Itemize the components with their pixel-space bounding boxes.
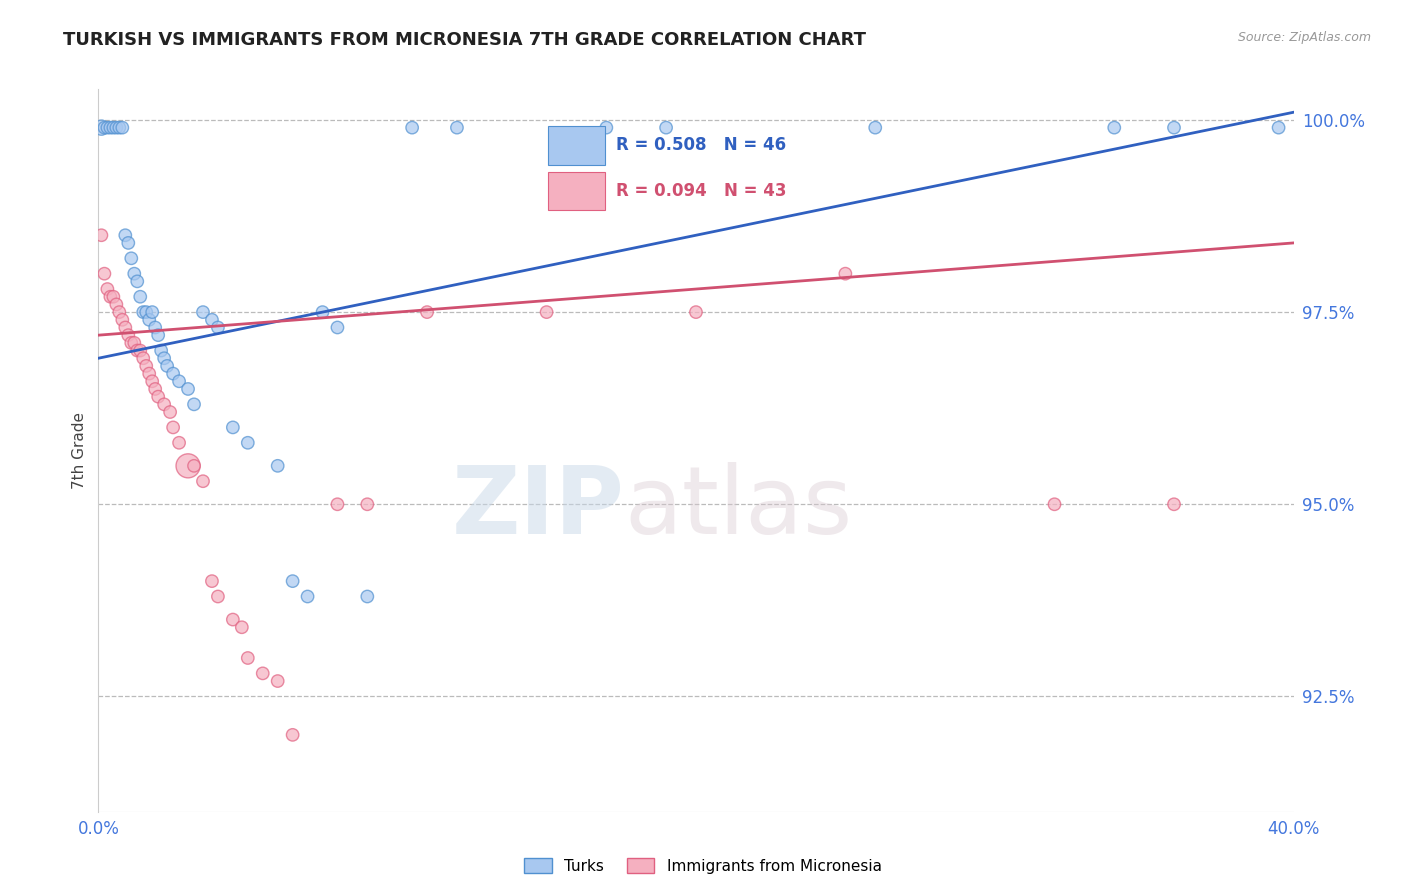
- Point: [183, 397, 205, 411]
- Point: [207, 590, 229, 604]
- Point: [655, 120, 678, 135]
- Point: [191, 474, 214, 488]
- Point: [201, 313, 224, 327]
- Point: [191, 305, 214, 319]
- Point: [834, 267, 856, 281]
- Point: [1104, 120, 1126, 135]
- Point: [93, 267, 115, 281]
- Point: [222, 420, 245, 434]
- Point: [103, 120, 125, 135]
- Point: [297, 590, 319, 604]
- Point: [162, 367, 184, 381]
- Point: [124, 335, 146, 350]
- Point: [1163, 497, 1185, 511]
- Point: [207, 320, 229, 334]
- Point: [132, 305, 155, 319]
- Point: [132, 351, 155, 366]
- Point: [108, 305, 131, 319]
- Point: [114, 320, 136, 334]
- Point: [138, 313, 160, 327]
- Point: [96, 282, 118, 296]
- Point: [356, 590, 378, 604]
- Point: [167, 435, 190, 450]
- Point: [153, 351, 176, 366]
- Point: [536, 305, 558, 319]
- Point: [90, 120, 112, 135]
- Point: [98, 120, 122, 135]
- Point: [401, 120, 423, 135]
- Point: [162, 420, 184, 434]
- Point: [120, 335, 142, 350]
- Point: [1043, 497, 1066, 511]
- Point: [138, 367, 160, 381]
- Point: [326, 320, 349, 334]
- Point: [117, 328, 139, 343]
- Point: [141, 374, 163, 388]
- Point: [150, 343, 173, 358]
- Text: atlas: atlas: [624, 462, 852, 554]
- Point: [326, 497, 349, 511]
- Point: [311, 305, 333, 319]
- Point: [141, 305, 163, 319]
- Point: [281, 728, 304, 742]
- Legend: Turks, Immigrants from Micronesia: Turks, Immigrants from Micronesia: [519, 852, 887, 880]
- Point: [129, 290, 152, 304]
- Point: [281, 574, 304, 588]
- Point: [267, 458, 290, 473]
- Point: [177, 382, 200, 396]
- Point: [103, 290, 125, 304]
- Point: [865, 120, 887, 135]
- Y-axis label: 7th Grade: 7th Grade: [72, 412, 87, 489]
- Point: [108, 120, 131, 135]
- Point: [446, 120, 468, 135]
- Point: [156, 359, 179, 373]
- Point: [416, 305, 439, 319]
- Point: [595, 120, 617, 135]
- Point: [1163, 120, 1185, 135]
- Point: [236, 651, 259, 665]
- Point: [124, 267, 146, 281]
- Point: [105, 297, 128, 311]
- Text: ZIP: ZIP: [451, 462, 624, 554]
- Point: [93, 120, 115, 135]
- Point: [114, 228, 136, 243]
- Point: [222, 613, 245, 627]
- Point: [111, 313, 134, 327]
- Point: [129, 343, 152, 358]
- Point: [105, 120, 128, 135]
- Point: [159, 405, 181, 419]
- Point: [201, 574, 224, 588]
- Point: [135, 359, 157, 373]
- Point: [167, 374, 190, 388]
- Point: [127, 274, 149, 288]
- Point: [252, 666, 274, 681]
- Point: [1267, 120, 1289, 135]
- Point: [183, 458, 205, 473]
- Point: [356, 497, 378, 511]
- Point: [143, 382, 166, 396]
- Point: [685, 305, 707, 319]
- Point: [148, 328, 170, 343]
- Text: Source: ZipAtlas.com: Source: ZipAtlas.com: [1237, 31, 1371, 45]
- Point: [267, 674, 290, 689]
- Point: [120, 252, 142, 266]
- Point: [135, 305, 157, 319]
- Point: [153, 397, 176, 411]
- Text: TURKISH VS IMMIGRANTS FROM MICRONESIA 7TH GRADE CORRELATION CHART: TURKISH VS IMMIGRANTS FROM MICRONESIA 7T…: [63, 31, 866, 49]
- Point: [143, 320, 166, 334]
- Point: [98, 290, 122, 304]
- Point: [96, 120, 118, 135]
- Point: [111, 120, 134, 135]
- Point: [177, 458, 200, 473]
- Point: [117, 235, 139, 250]
- Point: [236, 435, 259, 450]
- Point: [90, 228, 112, 243]
- Point: [148, 390, 170, 404]
- Point: [231, 620, 253, 634]
- Point: [127, 343, 149, 358]
